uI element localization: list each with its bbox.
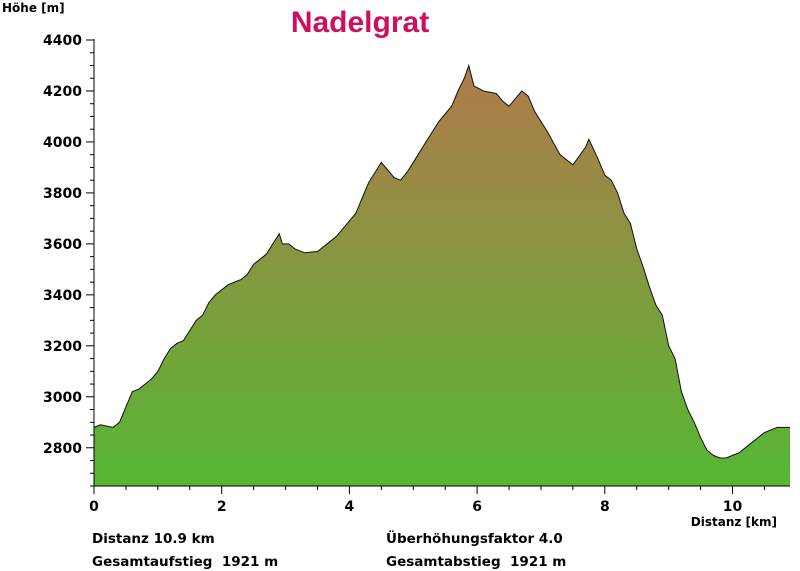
area-layer	[93, 63, 790, 486]
x-tick-label: 8	[600, 499, 610, 515]
x-tick-label: 4	[345, 499, 355, 515]
chart-title: Nadelgrat	[291, 6, 429, 39]
stat-ascent: Gesamtaufstieg 1921 m	[92, 554, 279, 570]
x-tick-label: 6	[472, 499, 482, 515]
y-tick-label: 2800	[43, 441, 82, 457]
stat-exaggeration: Überhöhungsfaktor 4.0	[386, 531, 563, 547]
stat-descent: Gesamtabstieg 1921 m	[386, 554, 567, 570]
y-tick-label: 3800	[43, 186, 82, 202]
stat-distance: Distanz 10.9 km	[92, 531, 215, 547]
elevation-area	[94, 65, 790, 486]
y-tick-label: 4000	[43, 135, 82, 151]
axes-layer: 2800 3000 3200 3400 3600 3800 4000 4200 4400 0 2 4 6…	[43, 33, 790, 515]
x-tick-label: 0	[89, 499, 99, 515]
x-tick-label: 10	[723, 499, 743, 515]
y-tick-label: 3400	[43, 288, 82, 304]
labels-layer: Nadelgrat Höhe [m] Distanz [km]	[2, 1, 777, 529]
y-tick-label: 3600	[43, 237, 82, 253]
y-tick-label: 4400	[43, 33, 82, 49]
y-tick-label: 3200	[43, 339, 82, 355]
y-tick-label: 3000	[43, 390, 82, 406]
elevation-line	[93, 63, 790, 459]
y-tick-label: 4200	[43, 84, 82, 100]
x-tick-label: 2	[217, 499, 227, 515]
y-axis-label: Höhe [m]	[2, 1, 65, 15]
x-axis-label: Distanz [km]	[691, 515, 777, 529]
